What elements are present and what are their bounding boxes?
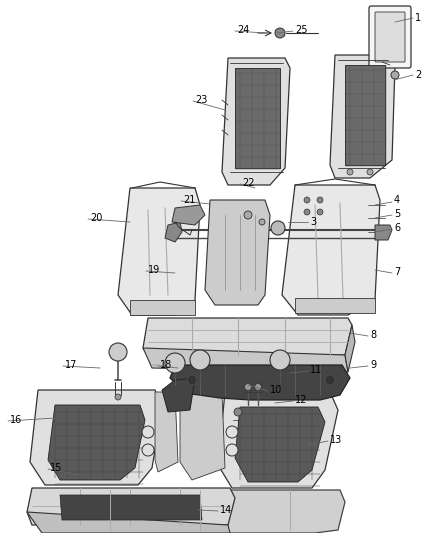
- Circle shape: [325, 375, 335, 385]
- Polygon shape: [375, 225, 392, 240]
- Polygon shape: [235, 407, 325, 482]
- Circle shape: [142, 444, 154, 456]
- Circle shape: [347, 169, 353, 175]
- Text: 22: 22: [242, 178, 254, 188]
- Text: 14: 14: [220, 505, 232, 515]
- Polygon shape: [162, 378, 195, 412]
- Text: 19: 19: [148, 265, 160, 275]
- Polygon shape: [48, 405, 145, 480]
- Polygon shape: [205, 200, 270, 305]
- Text: 17: 17: [65, 360, 78, 370]
- Circle shape: [109, 343, 127, 361]
- Text: 1: 1: [415, 13, 421, 23]
- Text: 5: 5: [394, 209, 400, 219]
- Text: 24: 24: [237, 25, 249, 35]
- Circle shape: [304, 209, 310, 215]
- Polygon shape: [345, 65, 385, 165]
- Text: 21: 21: [183, 195, 195, 205]
- Text: 10: 10: [270, 385, 282, 395]
- Text: 25: 25: [295, 25, 307, 35]
- Circle shape: [142, 426, 154, 438]
- Polygon shape: [143, 318, 352, 355]
- Circle shape: [226, 444, 238, 456]
- Text: 11: 11: [310, 365, 322, 375]
- Polygon shape: [235, 68, 280, 168]
- Circle shape: [317, 209, 323, 215]
- Text: 18: 18: [160, 360, 172, 370]
- Circle shape: [367, 169, 373, 175]
- Circle shape: [254, 384, 261, 391]
- FancyBboxPatch shape: [375, 12, 405, 62]
- Polygon shape: [180, 393, 225, 480]
- Circle shape: [165, 353, 185, 373]
- Polygon shape: [155, 392, 178, 472]
- Text: 9: 9: [370, 360, 376, 370]
- Circle shape: [275, 28, 285, 38]
- Text: 12: 12: [295, 395, 307, 405]
- Circle shape: [226, 426, 238, 438]
- Text: 20: 20: [90, 213, 102, 223]
- Text: 13: 13: [330, 435, 342, 445]
- Polygon shape: [143, 348, 348, 372]
- Circle shape: [187, 375, 197, 385]
- Text: 3: 3: [310, 217, 316, 227]
- Circle shape: [115, 394, 121, 400]
- Text: 8: 8: [370, 330, 376, 340]
- Text: 15: 15: [50, 463, 62, 473]
- Polygon shape: [222, 58, 290, 185]
- Polygon shape: [130, 300, 195, 315]
- Circle shape: [244, 211, 252, 219]
- Polygon shape: [27, 488, 235, 525]
- Circle shape: [304, 197, 310, 203]
- Polygon shape: [295, 298, 375, 313]
- FancyBboxPatch shape: [369, 6, 411, 68]
- Polygon shape: [60, 495, 202, 520]
- Circle shape: [234, 408, 242, 416]
- Circle shape: [317, 197, 323, 203]
- Polygon shape: [218, 392, 338, 488]
- Circle shape: [244, 384, 251, 391]
- Circle shape: [259, 219, 265, 225]
- Polygon shape: [165, 222, 182, 242]
- Polygon shape: [282, 185, 380, 315]
- Text: 6: 6: [394, 223, 400, 233]
- Circle shape: [391, 71, 399, 79]
- Polygon shape: [118, 188, 200, 315]
- Polygon shape: [30, 390, 162, 485]
- Polygon shape: [42, 490, 345, 533]
- Polygon shape: [170, 365, 350, 400]
- Text: 7: 7: [394, 267, 400, 277]
- Polygon shape: [172, 205, 205, 225]
- Text: 23: 23: [195, 95, 207, 105]
- Circle shape: [190, 350, 210, 370]
- Text: 4: 4: [394, 195, 400, 205]
- Polygon shape: [345, 325, 355, 372]
- Text: 2: 2: [415, 70, 421, 80]
- Polygon shape: [330, 55, 395, 178]
- Circle shape: [271, 221, 285, 235]
- Circle shape: [270, 350, 290, 370]
- Text: 16: 16: [10, 415, 22, 425]
- Polygon shape: [27, 512, 230, 533]
